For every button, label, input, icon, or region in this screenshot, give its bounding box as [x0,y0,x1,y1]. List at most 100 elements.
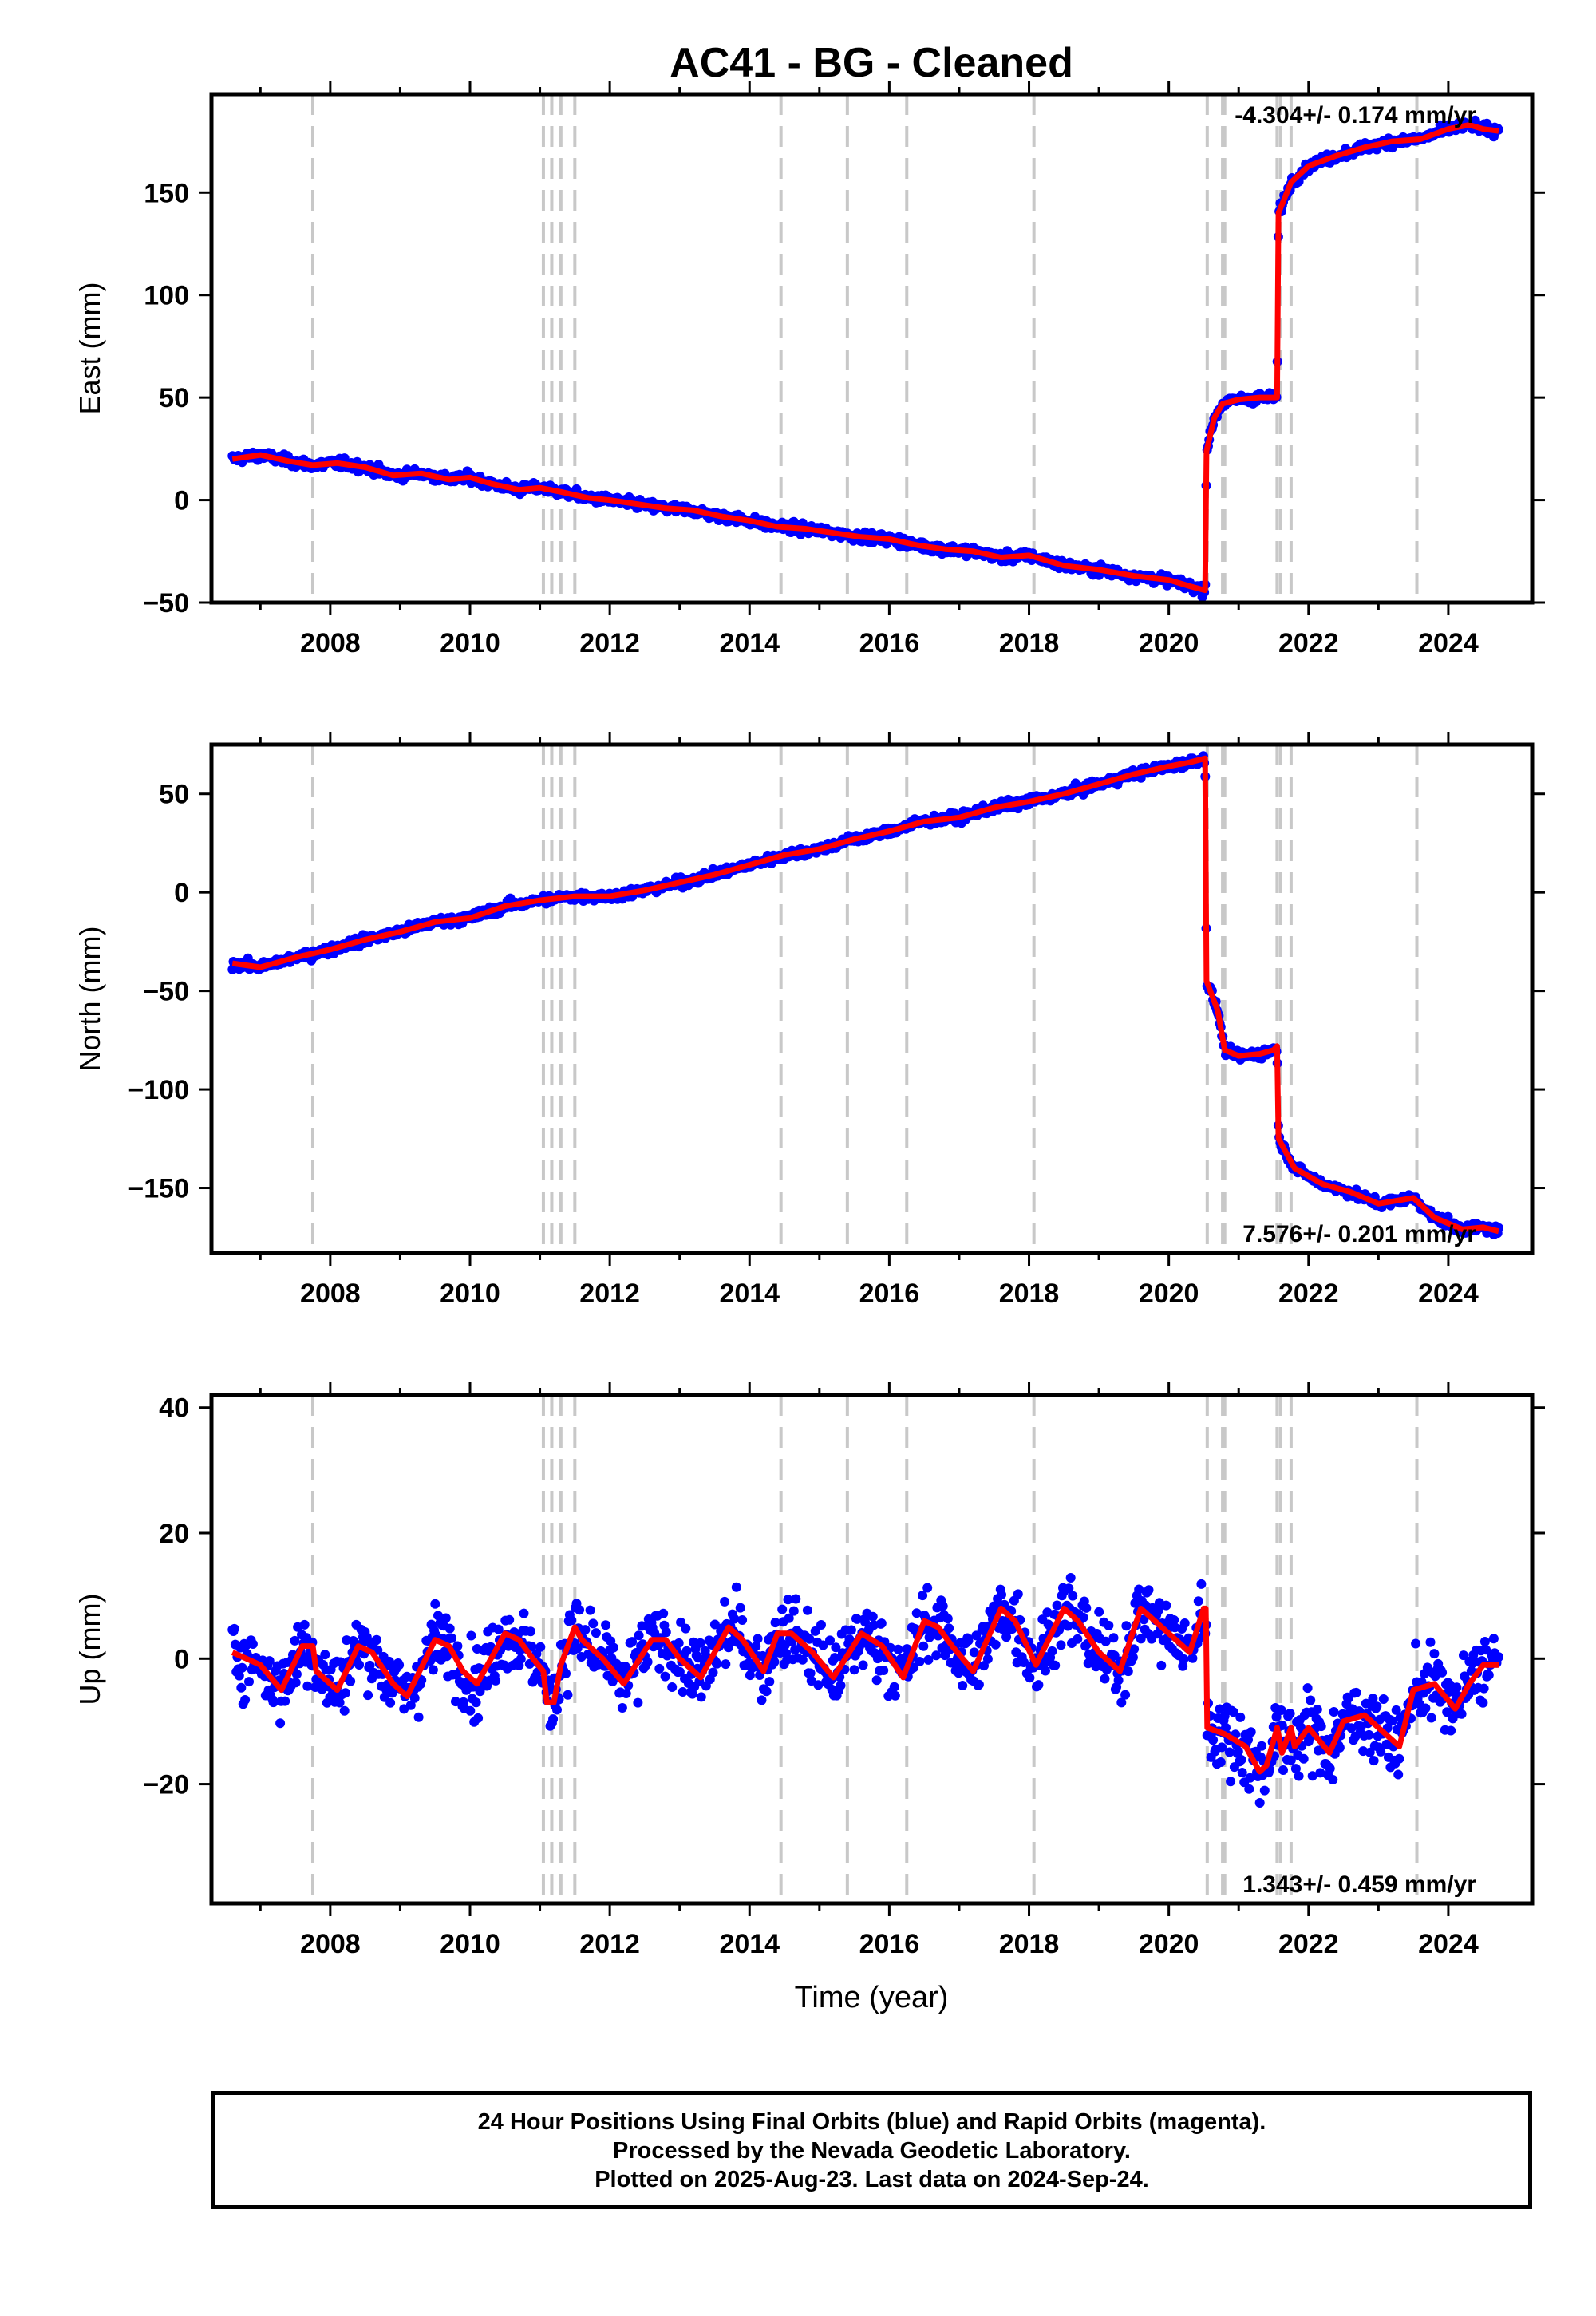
data-point-up [963,1635,974,1646]
data-point-up [890,1690,900,1701]
data-point-up [1372,1701,1382,1712]
data-point-up [816,1620,826,1630]
data-point-up [1050,1660,1061,1670]
data-point-up [1420,1703,1431,1713]
data-point-up [997,1590,1006,1600]
y-axis-label-east: East (mm) [73,283,106,415]
data-point-up [580,1625,591,1635]
footer-line-1: 24 Hour Positions Using Final Orbits (bl… [477,2109,1266,2135]
data-point-up [1298,1753,1309,1764]
data-point-up [893,1644,903,1654]
data-point-up [302,1681,313,1691]
x-tick-label-up: 2018 [999,1929,1060,1959]
data-point-up [858,1660,868,1670]
data-point-up [1033,1680,1044,1690]
data-point-up [372,1634,381,1645]
data-point-up [1494,1652,1503,1662]
data-point-up [428,1665,438,1675]
x-tick-label-up: 2014 [719,1929,780,1959]
data-point-up [909,1662,919,1673]
data-point-up [430,1599,440,1609]
data-point-up [1065,1573,1076,1583]
x-tick-label-north: 2018 [999,1279,1060,1309]
data-point-up [527,1642,537,1652]
data-point-up [783,1595,793,1605]
data-point-up [1128,1652,1138,1662]
data-point-up [1369,1756,1379,1766]
data-point-up [1179,1654,1189,1664]
data-point-up [708,1667,718,1678]
data-point-up [729,1614,740,1624]
data-point-up [1243,1735,1253,1745]
x-tick-label-east: 2020 [1139,628,1199,658]
data-point-up [1025,1673,1035,1683]
data-point-up [1307,1771,1317,1781]
data-point-up [1100,1674,1110,1684]
data-point-up [642,1657,653,1667]
data-point-up [229,1623,239,1634]
data-point-up [1100,1636,1111,1646]
data-point-up [1446,1725,1456,1736]
y-tick-label-up: −20 [143,1770,189,1800]
data-point-up [974,1679,984,1690]
y-axis-label-up: Up (mm) [73,1594,106,1705]
data-point-up [1120,1690,1131,1700]
x-tick-label-east: 2018 [999,628,1060,658]
footer-line-2: Processed by the Nevada Geodetic Laborat… [613,2138,1131,2164]
data-point-up [563,1690,573,1700]
data-point-up [1078,1612,1088,1622]
data-point-up [444,1623,455,1634]
data-point-up [876,1618,887,1629]
y-tick-label-north: 50 [159,780,189,810]
model-line-east [231,122,1499,594]
data-point-up [548,1714,559,1725]
x-tick-label-east: 2014 [719,628,780,658]
data-point-up [1425,1637,1436,1647]
data-point-up [745,1670,755,1681]
data-point-up [1139,1614,1149,1625]
data-point-up [1278,1765,1288,1775]
data-point-up [720,1596,730,1607]
velocity-annotation-north: 7.576+/- 0.201 mm/yr [1242,1221,1476,1247]
data-point-up [1328,1775,1338,1784]
data-point-up [911,1608,922,1618]
data-point-up [1073,1634,1083,1644]
y-tick-label-up: 40 [159,1393,189,1424]
data-point-up [1196,1579,1207,1589]
data-point-up [575,1605,585,1615]
data-point-up [1226,1777,1236,1787]
x-tick-label-north: 2016 [859,1279,920,1309]
data-point-up [757,1695,767,1705]
data-point-up [608,1642,618,1653]
data-point-up [535,1642,546,1652]
data-point-up [1478,1697,1488,1708]
data-point-up [696,1692,706,1702]
data-point-up [1259,1785,1270,1796]
data-point-up [1285,1709,1295,1719]
data-point-up [660,1671,670,1682]
data-point-up [247,1639,258,1649]
data-point-up [1246,1727,1256,1737]
data-point-up [466,1630,476,1641]
data-point-up [1193,1596,1203,1607]
data-point-up [1178,1661,1188,1671]
x-tick-label-up: 2012 [579,1929,640,1959]
data-point-up [1391,1705,1401,1715]
data-point-up [1316,1721,1326,1732]
data-point-up [769,1657,780,1667]
data-point-up [413,1712,424,1722]
panels-group: 2008 2010 2012 2014 2016 2018 2020 2022 2024 −50 0… [73,81,1545,1959]
data-point-up [1108,1633,1119,1643]
data-point-up [1306,1695,1316,1705]
data-point-up [1081,1603,1092,1613]
data-point-up [621,1689,631,1698]
data-point-up [627,1637,638,1647]
x-tick-label-east: 2012 [579,628,640,658]
data-point-up [958,1681,968,1690]
data-point-up [1334,1742,1345,1753]
model-line-up [231,1605,1499,1775]
data-point-up [825,1635,835,1646]
data-point-up [764,1677,775,1687]
data-point-up [1161,1600,1171,1611]
data-point-up [813,1680,824,1690]
